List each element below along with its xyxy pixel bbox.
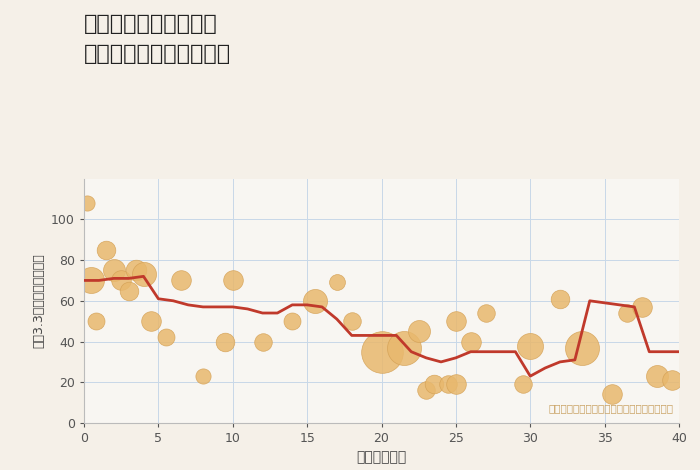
Text: 奈良県奈良市古市町の
築年数別中古戸建て価格: 奈良県奈良市古市町の 築年数別中古戸建て価格	[84, 14, 231, 64]
Point	[81, 199, 92, 207]
Point	[465, 338, 476, 345]
Point	[287, 317, 298, 325]
Point	[160, 334, 172, 341]
Point	[421, 387, 432, 394]
Point	[220, 338, 231, 345]
Point	[622, 309, 633, 317]
Point	[101, 246, 112, 254]
Point	[331, 279, 342, 286]
Point	[227, 277, 238, 284]
Point	[428, 381, 439, 388]
Point	[146, 317, 157, 325]
Point	[138, 271, 149, 278]
Point	[443, 381, 454, 388]
Point	[666, 376, 677, 384]
Point	[197, 372, 209, 380]
Point	[554, 295, 566, 303]
Point	[116, 277, 127, 284]
Point	[636, 303, 648, 311]
Point	[175, 277, 186, 284]
Point	[606, 391, 617, 398]
Point	[517, 381, 528, 388]
Point	[651, 372, 662, 380]
Point	[480, 309, 491, 317]
Point	[450, 317, 461, 325]
Point	[309, 297, 320, 305]
Text: 円の大きさは、取引のあった物件面積を示す: 円の大きさは、取引のあった物件面積を示す	[548, 403, 673, 413]
Point	[450, 381, 461, 388]
Point	[413, 328, 424, 335]
Y-axis label: 坪（3.3㎡）単価（万円）: 坪（3.3㎡）単価（万円）	[32, 253, 46, 348]
Point	[525, 342, 536, 349]
Point	[108, 266, 119, 274]
X-axis label: 築年数（年）: 築年数（年）	[356, 451, 407, 464]
Point	[130, 266, 141, 274]
Point	[346, 317, 357, 325]
Point	[376, 348, 387, 355]
Point	[123, 287, 134, 294]
Point	[257, 338, 268, 345]
Point	[90, 317, 101, 325]
Point	[577, 344, 588, 352]
Point	[398, 344, 409, 352]
Point	[86, 277, 97, 284]
